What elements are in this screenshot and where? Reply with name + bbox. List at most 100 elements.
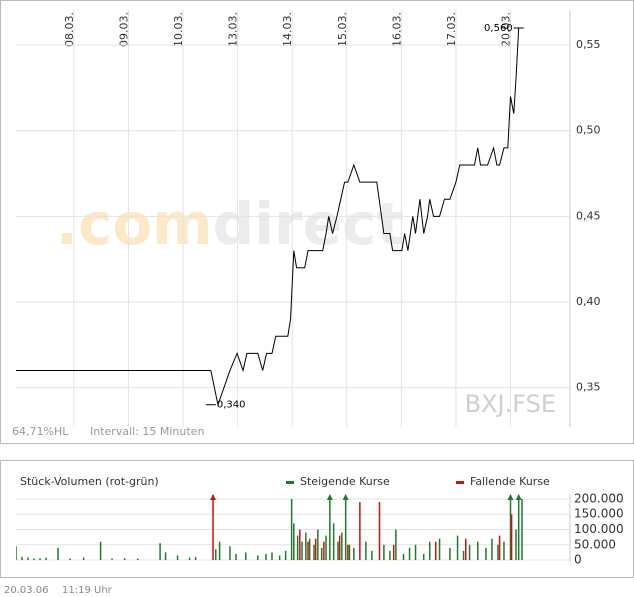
y-tick-label: 0,40 <box>576 295 601 308</box>
volume-bar <box>477 541 479 561</box>
volume-bar <box>347 544 349 561</box>
volume-bar <box>123 558 126 561</box>
volume-bar <box>392 544 395 561</box>
volume-bar <box>464 538 467 561</box>
y-tick-label: 50.000 <box>574 537 616 551</box>
volume-bar <box>498 535 501 561</box>
volume-bar <box>422 553 425 561</box>
volume-bar <box>21 556 23 561</box>
volume-bar <box>164 552 167 561</box>
volume-bar <box>16 546 17 561</box>
volume-bar <box>434 541 437 561</box>
legend-swatch <box>456 481 464 484</box>
x-tick-label: 15.03. <box>336 12 349 47</box>
volume-bar <box>456 535 459 561</box>
volume-bar <box>82 557 85 561</box>
legend-swatch <box>286 481 294 484</box>
volume-bar <box>485 547 487 561</box>
y-tick-label: 0,45 <box>576 209 601 222</box>
y-tick-label: 0,55 <box>576 38 601 51</box>
x-tick-label: 16.03. <box>390 12 403 47</box>
volume-bar <box>414 544 417 561</box>
volume-bar <box>338 535 341 561</box>
volume-bar <box>194 556 197 561</box>
overflow-arrow <box>507 494 514 500</box>
volume-bar <box>329 495 331 561</box>
volume-bar <box>293 523 295 561</box>
volume-bar <box>278 555 281 561</box>
volume-bar <box>111 558 113 561</box>
volume-bar <box>402 553 405 561</box>
volume-bar <box>341 532 343 561</box>
volume-bar <box>215 549 217 561</box>
footer-date: 20.03.06 <box>4 585 49 596</box>
volume-bars <box>16 495 523 561</box>
volume-bar <box>344 495 347 561</box>
volume-bar <box>510 514 513 561</box>
volume-bar <box>57 547 59 561</box>
volume-bar <box>218 541 221 561</box>
extreme-label: 0,560 <box>484 23 513 34</box>
volume-bar <box>503 541 505 561</box>
volume-bar <box>509 495 512 561</box>
volume-bar <box>229 546 231 561</box>
volume-bar <box>348 544 351 561</box>
y-tick-label: 0,50 <box>576 124 601 137</box>
y-tick-label: 0 <box>574 553 582 567</box>
legend-label: Steigende Kurse <box>300 475 390 488</box>
y-tick-label: 0,35 <box>576 381 601 394</box>
volume-bar <box>462 550 465 561</box>
volume-bar <box>245 552 247 561</box>
overflow-arrow <box>515 494 522 500</box>
x-tick-label: 17.03. <box>445 12 458 47</box>
volume-bar <box>383 544 385 561</box>
interval-note: Intervall: 15 Minuten <box>90 425 204 438</box>
extreme-label: 0,340 <box>217 400 246 411</box>
volume-bar <box>521 498 523 561</box>
y-tick-label: 150.000 <box>574 507 624 521</box>
volume-bar <box>33 558 35 561</box>
volume-bar <box>320 547 323 561</box>
overflow-arrow <box>210 494 217 500</box>
volume-bar <box>438 538 441 561</box>
volume-bar <box>323 541 325 561</box>
volume-bar <box>212 495 214 561</box>
volume-bar <box>271 552 273 561</box>
x-tick-label: 13.03. <box>227 12 240 47</box>
volume-bar <box>515 529 517 561</box>
overflow-arrow <box>342 494 349 500</box>
volume-bar <box>305 532 307 561</box>
price-panel <box>0 0 634 444</box>
volume-bar <box>517 495 520 561</box>
watermark-part: direct <box>213 190 404 258</box>
volume-bar <box>365 541 367 561</box>
volume-bar <box>301 541 303 561</box>
volume-bar <box>449 547 451 561</box>
volume-bar <box>395 529 397 561</box>
x-tick-label: 20.03. <box>500 12 513 47</box>
volume-bar <box>389 550 391 561</box>
x-tick-label: 09.03. <box>117 12 130 47</box>
watermark: .comdirect <box>56 190 404 258</box>
range-note: 64,71%HL <box>12 425 69 438</box>
volume-bar <box>27 557 29 561</box>
volume-bar <box>497 544 499 561</box>
volume-bar <box>176 555 179 561</box>
x-tick-label: 10.03. <box>172 12 185 47</box>
volume-bar <box>353 547 355 561</box>
volume-bar <box>317 529 319 561</box>
volume-bar <box>39 558 41 561</box>
watermark-part: .com <box>56 190 213 258</box>
volume-bar <box>491 538 493 561</box>
x-tick-label: 14.03. <box>281 12 294 47</box>
volume-bar <box>284 550 287 561</box>
volume-bar <box>99 541 102 561</box>
volume-bar <box>337 541 339 561</box>
volume-panel <box>0 460 634 578</box>
volume-bar <box>296 535 299 561</box>
overflow-arrow <box>326 494 333 500</box>
volume-bar <box>265 553 267 561</box>
volume-bar <box>378 502 381 561</box>
volume-bar <box>468 544 471 561</box>
